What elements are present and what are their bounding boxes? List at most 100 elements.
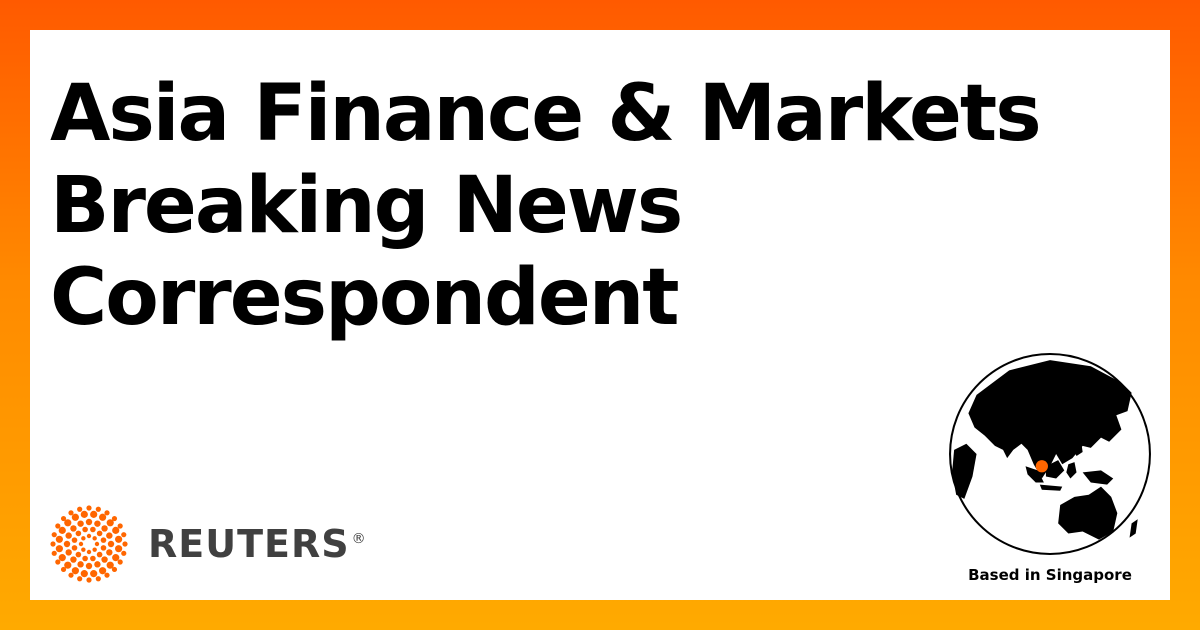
logo-dot: [51, 532, 57, 538]
logo-dot: [94, 541, 100, 547]
logo-dot: [86, 577, 92, 583]
logo-dot: [96, 530, 103, 537]
logo-dot: [115, 545, 123, 553]
island-sulawesi: [1066, 462, 1077, 479]
reuters-logo-icon: [50, 505, 128, 583]
logo-dot: [115, 535, 123, 543]
logo-dot: [86, 549, 92, 555]
brand-name: REUTERS: [148, 522, 350, 566]
logo-dot: [106, 519, 114, 527]
island-new-guinea: [1082, 470, 1114, 485]
continent-africa: [952, 443, 977, 499]
logo-dot: [117, 523, 123, 529]
logo-dot: [55, 545, 63, 553]
logo-dot: [112, 526, 120, 534]
logo-dot: [82, 555, 88, 562]
logo-dot: [101, 525, 108, 532]
logo-dot: [94, 520, 101, 527]
logo-dot: [104, 510, 110, 516]
logo-dot: [90, 555, 96, 562]
island-new-zealand: [1129, 519, 1138, 538]
globe-icon: [949, 353, 1151, 555]
logo-dot: [121, 532, 127, 538]
logo-dot: [85, 518, 93, 526]
island-java: [1039, 484, 1063, 491]
location-label: Based in Singapore: [968, 566, 1132, 584]
logo-dot: [70, 525, 77, 532]
logo-dot: [70, 556, 77, 563]
job-title: Asia Finance & Markets Breaking News Cor…: [50, 68, 1050, 344]
logo-dot: [100, 537, 107, 543]
logo-dot: [63, 540, 71, 548]
job-title-line-3: Correspondent: [50, 253, 680, 343]
logo-dot: [101, 556, 108, 563]
logo-dot: [64, 519, 72, 527]
logo-dot: [106, 561, 114, 569]
continent-asia: [968, 360, 1132, 479]
logo-dot: [96, 551, 103, 558]
logo-dot: [65, 532, 72, 539]
logo-dot: [99, 567, 107, 575]
continent-australia: [1058, 486, 1118, 540]
logo-dot: [71, 513, 79, 521]
logo-dot: [94, 561, 101, 568]
logo-dot: [99, 513, 107, 521]
logo-dot: [77, 576, 83, 582]
logo-dot: [55, 535, 63, 543]
logo-dot: [60, 515, 67, 522]
continent-japan: [1096, 409, 1114, 432]
logo-dot: [81, 547, 86, 552]
logo-dot: [121, 550, 127, 556]
logo-dot: [92, 536, 97, 541]
logo-dot: [50, 541, 56, 547]
logo-dot: [68, 510, 74, 516]
logo-dot: [117, 559, 123, 565]
logo-dot: [104, 572, 110, 578]
logo-dot: [75, 530, 82, 537]
logo-dot: [77, 506, 83, 512]
logo-dot: [65, 549, 72, 556]
logo-dot: [71, 545, 78, 551]
logo-dot: [77, 520, 84, 527]
logo-dot: [80, 510, 88, 518]
logo-dot: [82, 526, 88, 533]
logo-dot: [90, 526, 96, 533]
logo-dot: [64, 561, 72, 569]
logo-dot: [95, 576, 101, 582]
logo-dot: [80, 570, 88, 578]
logo-dot: [78, 541, 84, 547]
logo-dot: [55, 559, 61, 565]
job-card: Asia Finance & Markets Breaking News Cor…: [30, 30, 1170, 600]
reuters-wordmark: REUTERS ®: [148, 522, 367, 566]
island-philippines: [1072, 437, 1083, 457]
singapore-marker: [1035, 460, 1048, 473]
logo-dot: [71, 567, 79, 575]
job-title-line-1: Asia Finance & Markets: [50, 69, 1042, 159]
logo-dot: [85, 562, 93, 570]
logo-dot: [111, 566, 118, 573]
logo-dot: [92, 547, 97, 552]
logo-dot: [60, 566, 67, 573]
logo-dot: [90, 570, 98, 578]
logo-dot: [106, 549, 113, 556]
logo-dot: [122, 541, 128, 547]
island-borneo: [1045, 460, 1065, 479]
island-sumatra: [1025, 466, 1044, 483]
logo-dot: [100, 545, 107, 551]
logo-dot: [58, 526, 66, 534]
logo-dot: [90, 510, 98, 518]
reuters-brand: REUTERS ®: [50, 505, 367, 583]
logo-dot: [71, 537, 78, 543]
logo-dot: [81, 536, 86, 541]
logo-dot: [107, 540, 115, 548]
logo-dot: [58, 554, 66, 562]
logo-dot: [106, 532, 113, 539]
logo-dot: [77, 561, 84, 568]
logo-dot: [68, 572, 74, 578]
logo-dot: [86, 505, 92, 511]
logo-dot: [55, 523, 61, 529]
job-title-line-2: Breaking News: [50, 161, 683, 251]
registered-mark: ®: [351, 531, 367, 548]
location-block: Based in Singapore: [948, 352, 1152, 584]
logo-dot: [95, 506, 101, 512]
